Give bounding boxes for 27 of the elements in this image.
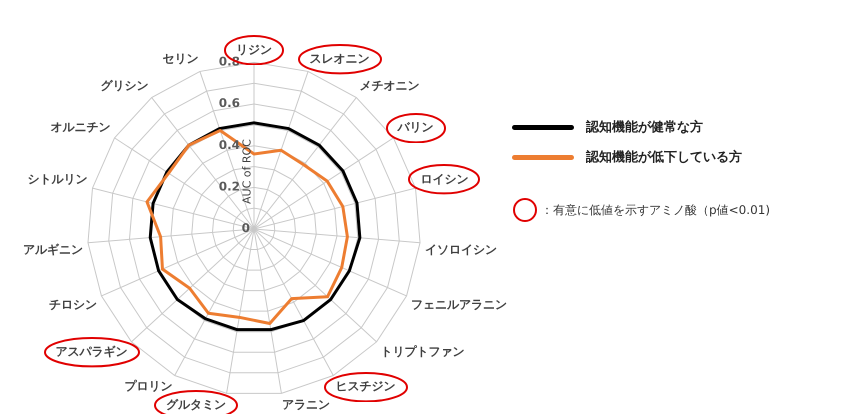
spoke-label: ヒスチジン [336,379,396,394]
y-tick-label: 0.4 [218,138,240,152]
spoke-label: プロリン [124,379,172,394]
spoke-label: スレオニン [310,52,370,66]
spoke-label: セリン [162,52,198,66]
spoke-label: オルニチン [50,120,110,134]
spoke-label: バリン [396,120,434,134]
spoke-label: トリプトファン [380,344,464,359]
spoke-label: アラニン [282,398,330,412]
spoke-label: イソロイシン [425,242,498,256]
spoke-label: グルタミン [166,398,226,412]
text: ：有意に低値を示すアミノ酸（p値<0.01) [541,202,770,218]
y-tick-label: 0 [242,221,250,236]
spoke-label: チロシン [48,297,97,312]
spoke-label: リジン [236,42,272,56]
spoke-label: フェニルアラニン [411,297,508,312]
spoke-label: ロイシン [420,172,468,186]
spoke-label: メチオニン [359,78,420,93]
legend-label: 認知機能が健常な方 [586,118,703,136]
legend-label: 認知機能が低下している方 [586,148,742,166]
y-tick-label: 0.2 [218,179,240,194]
text: AUC of ROC [240,138,254,204]
spoke-label: アルギニン [22,242,83,256]
spoke-label: アスパラギン [56,344,128,359]
y-tick-label: 0.6 [218,96,240,110]
spoke-label: グリシン [100,78,149,93]
spoke-label: シトルリン [28,172,88,186]
